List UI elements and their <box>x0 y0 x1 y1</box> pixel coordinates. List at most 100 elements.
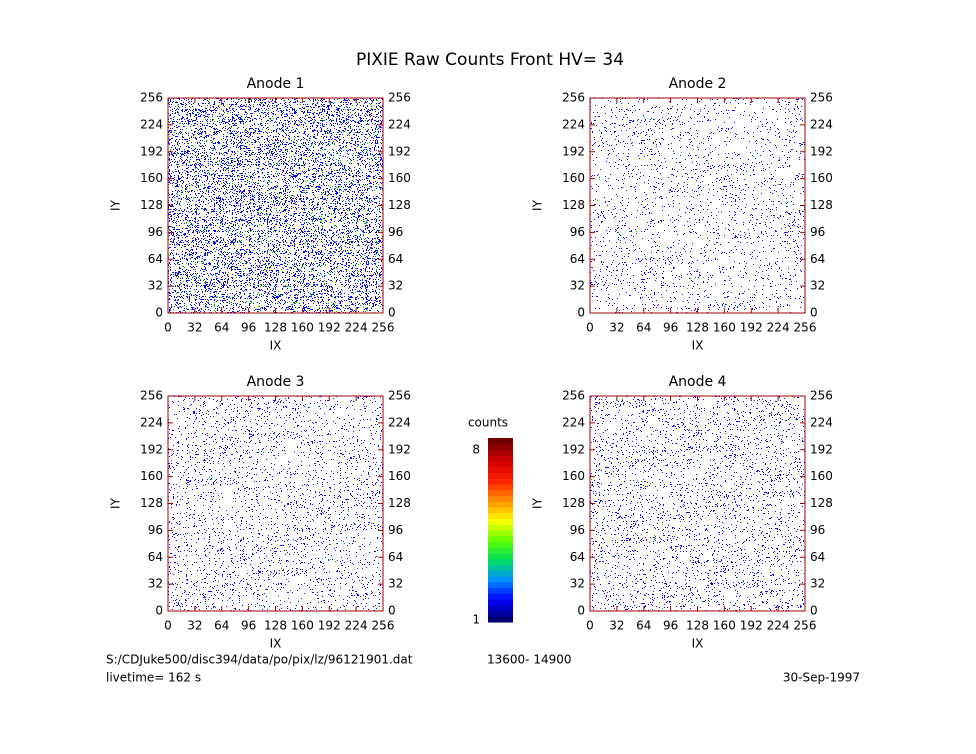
y-tick-label: 128 <box>562 496 585 510</box>
y-tick-label-right: 0 <box>388 306 396 320</box>
colorbar-band <box>488 535 513 542</box>
y-tick-label-right: 128 <box>810 198 833 212</box>
y-axis-label: IY <box>109 199 123 211</box>
y-tick-label: 96 <box>570 225 585 239</box>
y-tick-label: 0 <box>155 306 163 320</box>
x-tick-label: 160 <box>713 619 736 633</box>
y-tick-label-right: 192 <box>388 442 411 456</box>
y-tick-label-right: 64 <box>388 550 403 564</box>
y-tick-label-right: 128 <box>388 198 411 212</box>
y-tick-label-right: 192 <box>388 144 411 158</box>
y-tick-label-right: 96 <box>388 225 403 239</box>
y-tick-label-right: 192 <box>810 144 833 158</box>
colorbar-band <box>488 604 513 611</box>
y-tick-label-right: 224 <box>810 117 833 131</box>
x-tick-label: 0 <box>164 321 172 335</box>
x-tick-label: 192 <box>740 321 763 335</box>
y-tick-label: 64 <box>570 550 585 564</box>
y-tick-label-right: 64 <box>810 252 825 266</box>
y-tick-label-right: 160 <box>388 469 411 483</box>
pixel-texture <box>168 396 383 611</box>
x-tick-label: 32 <box>609 321 624 335</box>
y-tick-label-right: 224 <box>810 415 833 429</box>
livetime: livetime= 162 s <box>106 671 201 685</box>
x-tick-label: 64 <box>214 321 229 335</box>
y-tick-label: 32 <box>148 279 163 293</box>
x-tick-label: 160 <box>713 321 736 335</box>
y-tick-label-right: 96 <box>810 523 825 537</box>
y-tick-label-right: 160 <box>810 469 833 483</box>
x-tick-label: 160 <box>291 619 314 633</box>
y-tick-label: 64 <box>570 252 585 266</box>
y-tick-label-right: 64 <box>810 550 825 564</box>
pixel-texture <box>168 98 383 313</box>
panel-title: Anode 1 <box>247 76 305 92</box>
pixel-texture <box>168 98 383 313</box>
y-tick-label: 256 <box>140 389 163 403</box>
y-tick-label-right: 32 <box>388 279 403 293</box>
plot-frame <box>167 395 384 612</box>
y-tick-label-right: 128 <box>388 496 411 510</box>
y-tick-label-right: 224 <box>388 415 411 429</box>
y-tick-label: 0 <box>155 604 163 618</box>
y-tick-label: 160 <box>562 469 585 483</box>
colorbar-band <box>488 576 513 583</box>
x-tick-label: 32 <box>609 619 624 633</box>
y-tick-label: 224 <box>140 415 163 429</box>
y-tick-label-right: 128 <box>810 496 833 510</box>
y-tick-label: 160 <box>140 171 163 185</box>
colorbar-band <box>488 610 513 617</box>
y-tick-label: 128 <box>140 198 163 212</box>
x-tick-label: 96 <box>663 619 678 633</box>
colorbar-tick-label: 8 <box>472 443 480 457</box>
frame-range: 13600- 14900 <box>487 653 572 667</box>
colorbar-band <box>488 461 513 468</box>
y-tick-label-right: 256 <box>810 91 833 105</box>
y-tick-label: 128 <box>140 496 163 510</box>
y-tick-label-right: 0 <box>388 604 396 618</box>
y-tick-label-right: 0 <box>810 306 818 320</box>
y-tick-label: 64 <box>148 252 163 266</box>
colorbar-band <box>488 449 513 456</box>
x-tick-label: 192 <box>318 619 341 633</box>
x-tick-label: 64 <box>636 619 651 633</box>
figure-title: PIXIE Raw Counts Front HV= 34 <box>356 50 624 70</box>
y-tick-label: 256 <box>562 389 585 403</box>
colorbar-band <box>488 553 513 560</box>
x-axis-label: IX <box>270 637 282 651</box>
x-tick-label: 96 <box>241 321 256 335</box>
y-tick-label: 64 <box>148 550 163 564</box>
x-tick-label: 160 <box>291 321 314 335</box>
y-tick-label-right: 160 <box>388 171 411 185</box>
x-tick-label: 32 <box>187 321 202 335</box>
x-tick-label: 128 <box>264 321 287 335</box>
x-tick-label: 224 <box>345 619 368 633</box>
colorbar-band <box>488 472 513 479</box>
colorbar-band <box>488 438 513 445</box>
x-tick-label: 256 <box>794 619 817 633</box>
colorbar-band <box>488 455 513 462</box>
y-tick-label: 224 <box>562 117 585 131</box>
x-axis-label: IX <box>270 339 282 353</box>
y-tick-label: 32 <box>570 577 585 591</box>
y-tick-label-right: 0 <box>810 604 818 618</box>
y-tick-label: 32 <box>148 577 163 591</box>
colorbar-band <box>488 484 513 491</box>
colorbar-band <box>488 541 513 548</box>
pixel-texture <box>590 396 805 611</box>
y-tick-label-right: 224 <box>388 117 411 131</box>
x-tick-label: 128 <box>264 619 287 633</box>
y-tick-label-right: 32 <box>810 279 825 293</box>
x-tick-label: 192 <box>318 321 341 335</box>
y-tick-label-right: 96 <box>810 225 825 239</box>
y-tick-label-right: 256 <box>388 389 411 403</box>
y-tick-label-right: 256 <box>810 389 833 403</box>
x-tick-label: 256 <box>372 321 395 335</box>
x-tick-label: 64 <box>636 321 651 335</box>
x-axis-label: IX <box>692 339 704 353</box>
colorbar-band <box>488 558 513 565</box>
colorbar-band <box>488 466 513 473</box>
colorbar-band <box>488 524 513 531</box>
